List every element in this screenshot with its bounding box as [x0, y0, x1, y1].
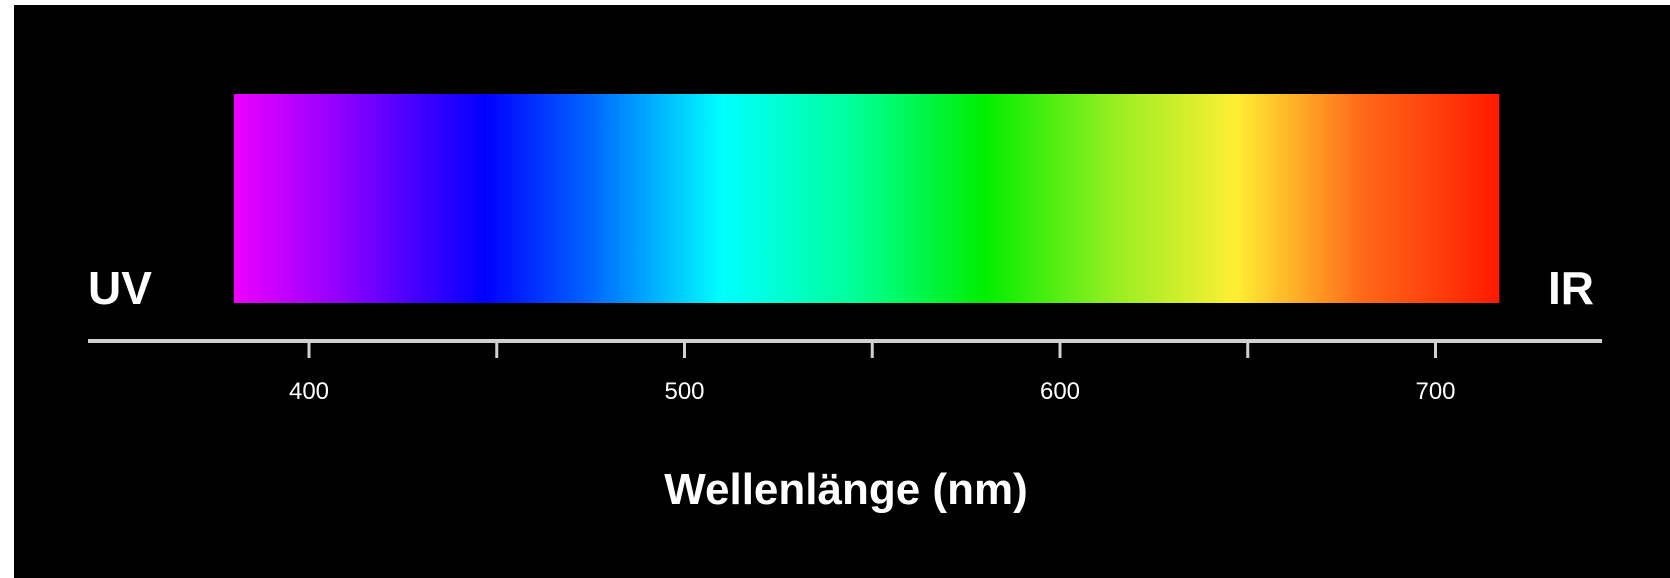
axis-ticks: 400 500 600 700: [289, 339, 1456, 405]
spectrum-bar: [233, 94, 1500, 303]
tick-label: 600: [1040, 378, 1080, 405]
tick-label: 700: [1415, 378, 1455, 405]
uv-label: UV: [88, 262, 152, 314]
ir-label: IR: [1548, 262, 1594, 314]
tick-label: 500: [664, 378, 704, 405]
axis-title: Wellenlänge (nm): [664, 465, 1027, 514]
tick-label: 400: [289, 378, 329, 405]
